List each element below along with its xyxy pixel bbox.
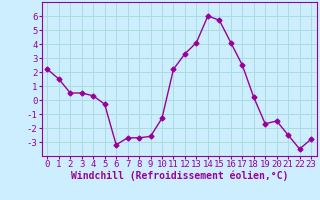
X-axis label: Windchill (Refroidissement éolien,°C): Windchill (Refroidissement éolien,°C) xyxy=(70,171,288,181)
